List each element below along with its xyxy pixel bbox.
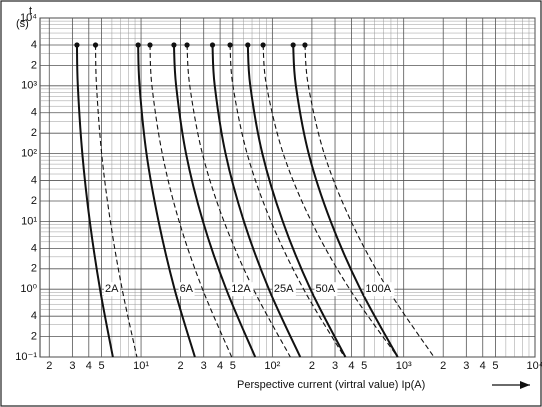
y-tick-label: 4	[31, 39, 37, 51]
x-tick-label: 5	[230, 360, 236, 372]
y-tick-label: 10²	[21, 148, 37, 160]
curve	[246, 44, 347, 358]
x-tick-label: 4	[480, 360, 486, 372]
curve	[186, 44, 291, 358]
label-bg	[272, 282, 296, 297]
x-tick-label: 5	[98, 360, 104, 372]
y-tick-label: 4	[31, 107, 37, 119]
axis-arrow-head	[520, 381, 530, 389]
series-label: 12A	[231, 283, 251, 295]
curve	[137, 44, 196, 358]
x-tick-label: 4	[86, 360, 92, 372]
label-bg	[314, 282, 338, 297]
curve-start-dot	[92, 42, 99, 48]
series-label: 100A	[365, 283, 391, 295]
label-bg	[364, 282, 395, 297]
curve-start-dot	[74, 42, 80, 48]
plot-area	[39, 17, 536, 358]
x-tick-label: 4	[217, 360, 223, 372]
curve-start-dot	[135, 42, 141, 48]
curve-start-dot	[302, 42, 308, 48]
label-bg	[230, 282, 254, 297]
x-tick-label: 5	[361, 360, 367, 372]
label-bg	[178, 282, 195, 297]
x-tick-label: 3	[332, 360, 338, 372]
curve	[172, 44, 257, 358]
x-tick-label: 2	[178, 360, 184, 372]
curve-start-dot	[209, 42, 216, 48]
y-tick-label: 2	[31, 195, 37, 207]
y-axis-label: t	[29, 5, 32, 17]
y-tick-label: 2	[31, 330, 37, 342]
curve-start-dot	[147, 42, 153, 48]
x-tick-label: 2	[309, 360, 315, 372]
curve	[304, 44, 435, 358]
y-tick-label: 2	[31, 127, 37, 139]
curve	[211, 44, 302, 358]
x-tick-label: 4	[348, 360, 354, 372]
y-tick-label: 10⁰	[20, 283, 37, 295]
series-label: 25A	[274, 283, 294, 295]
curve	[75, 44, 114, 358]
x-tick-label: 10¹	[133, 360, 149, 372]
x-tick-label: 2	[46, 360, 52, 372]
curve	[229, 44, 345, 358]
curve-start-dot	[260, 42, 266, 48]
y-tick-label: 2	[31, 59, 37, 71]
curve-start-dot	[171, 42, 177, 48]
x-tick-label: 10⁴	[527, 360, 542, 372]
y-tick-label: 4	[31, 174, 37, 186]
y-axis-unit: (s)	[16, 18, 29, 30]
curve	[292, 44, 399, 358]
y-tick-label: 4	[31, 310, 37, 322]
x-tick-label: 3	[201, 360, 207, 372]
y-tick-label: 10⁴	[20, 12, 37, 24]
label-bg	[104, 282, 121, 297]
curve-start-dot	[227, 42, 233, 48]
x-axis-label: Perspective current (virtral value) Ip(A…	[237, 379, 425, 391]
series-label: 6A	[180, 283, 194, 295]
y-tick-label: 10¹	[21, 215, 37, 227]
y-tick-label: 10³	[21, 80, 37, 92]
x-tick-label: 3	[69, 360, 75, 372]
series-label: 2A	[105, 283, 119, 295]
x-tick-label: 2	[440, 360, 446, 372]
curve-start-dot	[245, 42, 251, 48]
x-tick-label: 5	[492, 360, 498, 372]
series-label: 50A	[315, 283, 335, 295]
curve-start-dot	[184, 42, 190, 48]
curve	[262, 44, 399, 358]
curve	[94, 44, 138, 358]
curve-start-dot	[290, 42, 296, 48]
y-tick-label: 4	[31, 242, 37, 254]
y-tick-label: 2	[31, 263, 37, 275]
x-tick-label: 3	[463, 360, 469, 372]
y-tick-label: 10⁻¹	[15, 351, 37, 363]
curve	[149, 44, 233, 358]
x-tick-label: 10²	[264, 360, 280, 372]
x-tick-label: 10³	[396, 360, 412, 372]
